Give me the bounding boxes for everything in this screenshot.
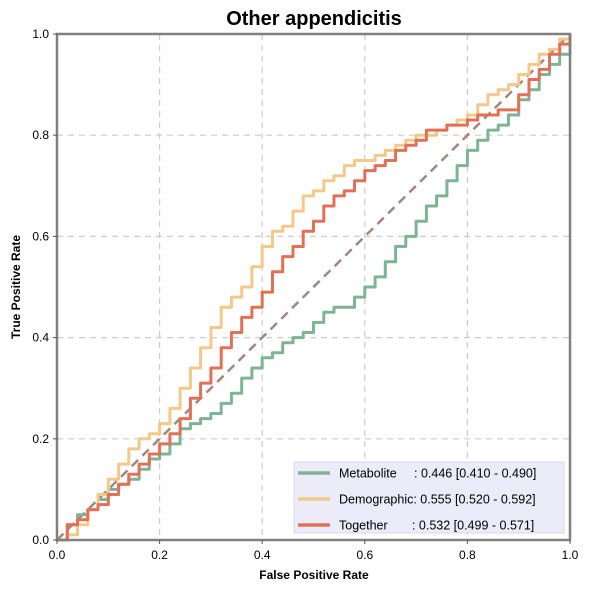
x-tick-label: 1.0 — [562, 548, 579, 562]
chance-diagonal-line — [56, 33, 571, 541]
legend: Metabolite : 0.446 [0.410 - 0.490] Demogr… — [293, 461, 565, 534]
y-tick-label: 0.8 — [32, 128, 49, 142]
x-axis-label: False Positive Rate — [259, 568, 369, 582]
y-tick-label: 0.2 — [32, 432, 49, 446]
x-tick-label: 0.6 — [356, 548, 373, 562]
x-axis-ticks: 0.0 0.2 0.4 0.6 0.8 1.0 — [49, 540, 579, 562]
x-tick-label: 0.4 — [254, 548, 271, 562]
y-tick-label: 0.4 — [32, 331, 49, 345]
legend-label-together: Together : 0.532 [0.499 - 0.571] — [339, 519, 534, 533]
plot-frame — [55, 32, 572, 542]
x-tick-label: 0.0 — [49, 548, 66, 562]
roc-line-together — [57, 34, 572, 542]
roc-line-metabolite — [57, 34, 572, 542]
legend-label-demographic: Demographic: 0.555 [0.520 - 0.592] — [339, 493, 536, 507]
y-tick-label: 0.0 — [32, 533, 49, 547]
x-tick-label: 0.2 — [151, 548, 168, 562]
x-tick-label: 0.8 — [459, 548, 476, 562]
roc-line-demographic — [57, 34, 572, 542]
chart-title: Other appendicitis — [226, 8, 402, 30]
y-tick-label: 1.0 — [32, 27, 49, 41]
legend-box — [293, 461, 565, 534]
y-tick-label: 0.6 — [32, 229, 49, 243]
plot-lines — [56, 33, 572, 542]
legend-label-metabolite: Metabolite : 0.446 [0.410 - 0.490] — [339, 467, 536, 481]
y-axis-label: True Positive Rate — [9, 235, 23, 339]
y-axis-ticks: 0.0 0.2 0.4 0.6 0.8 1.0 — [32, 27, 57, 547]
